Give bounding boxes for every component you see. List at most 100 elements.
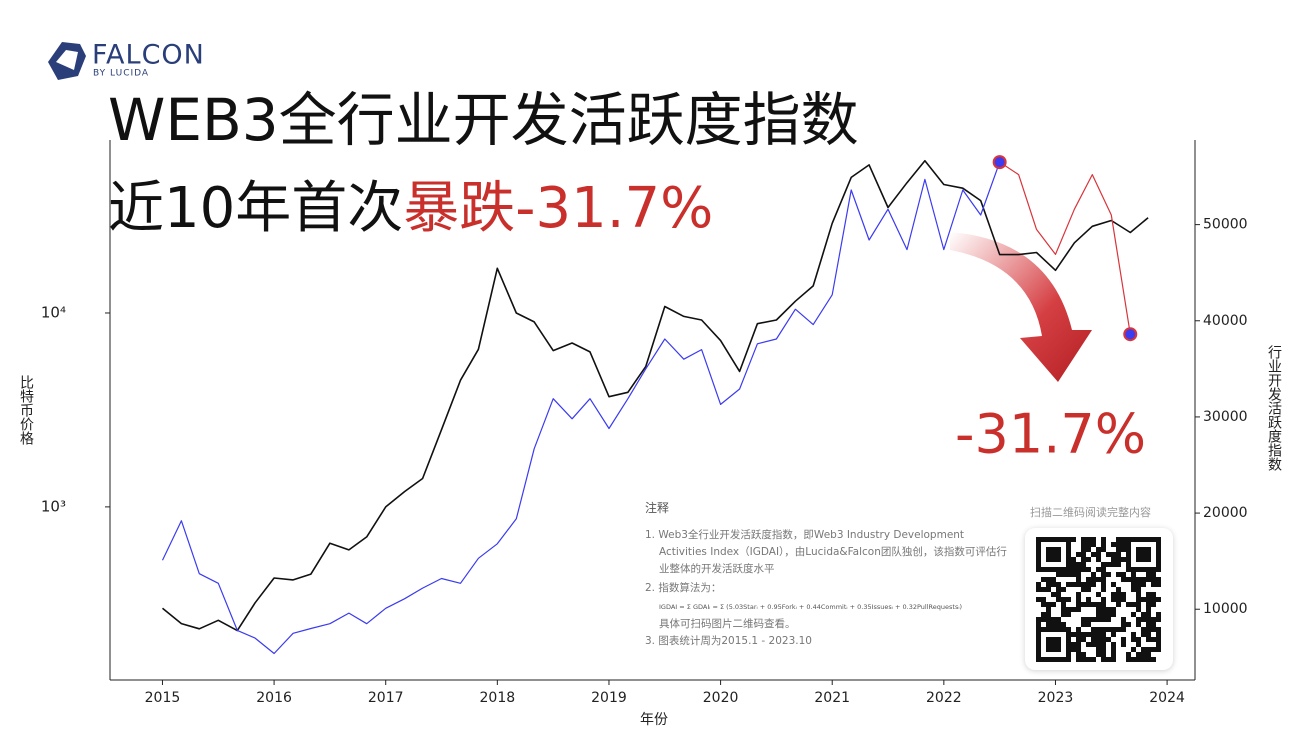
qr-cell xyxy=(1126,577,1131,582)
x-tick-label: 2021 xyxy=(814,690,850,706)
highlight-point xyxy=(1123,327,1138,342)
qr-cell xyxy=(1106,607,1111,612)
qr-cell xyxy=(1091,632,1096,637)
qr-cell xyxy=(1096,547,1101,552)
qr-cell xyxy=(1071,647,1076,652)
qr-cell xyxy=(1086,547,1091,552)
qr-cell xyxy=(1136,642,1141,647)
qr-cell xyxy=(1051,592,1056,597)
qr-cell xyxy=(1046,602,1051,607)
qr-cell xyxy=(1086,642,1091,647)
qr-cell xyxy=(1071,572,1076,577)
qr-cell xyxy=(1146,632,1151,637)
qr-cell xyxy=(1151,577,1156,582)
note-item: 3. 图表统计周为2015.1 - 2023.10 xyxy=(645,635,812,647)
qr-cell xyxy=(1061,612,1066,617)
qr-cell xyxy=(1046,582,1051,587)
qr-cell xyxy=(1076,597,1081,602)
qr-cell xyxy=(1131,647,1136,652)
qr-cell xyxy=(1111,552,1116,557)
qr-cell xyxy=(1151,647,1156,652)
qr-cell xyxy=(1081,537,1086,542)
qr-cell xyxy=(1146,647,1151,652)
qr-cell xyxy=(1046,577,1051,582)
qr-cell xyxy=(1156,627,1161,632)
qr-cell xyxy=(1096,637,1101,642)
qr-cell xyxy=(1076,642,1081,647)
qr-cell xyxy=(1051,617,1056,622)
qr-cell xyxy=(1141,582,1146,587)
qr-cell xyxy=(1131,582,1136,587)
qr-cell xyxy=(1081,542,1086,547)
qr-cell xyxy=(1086,557,1091,562)
qr-cell xyxy=(1121,537,1126,542)
qr-cell xyxy=(1096,567,1101,572)
qr-cell xyxy=(1136,587,1141,592)
qr-cell xyxy=(1131,637,1136,642)
qr-cell xyxy=(1061,622,1066,627)
qr-cell xyxy=(1121,637,1126,642)
qr-cell xyxy=(1096,577,1101,582)
qr-cell xyxy=(1076,652,1081,657)
qr-cell xyxy=(1101,562,1106,567)
qr-cell xyxy=(1071,567,1076,572)
qr-cell xyxy=(1116,587,1121,592)
qr-cell xyxy=(1096,632,1101,637)
qr-cell xyxy=(1156,637,1161,642)
qr-cell xyxy=(1146,597,1151,602)
qr-cell xyxy=(1146,572,1151,577)
qr-cell xyxy=(1101,627,1106,632)
qr-cell xyxy=(1101,537,1106,542)
qr-cell xyxy=(1151,592,1156,597)
qr-finder xyxy=(1036,537,1071,572)
qr-cell xyxy=(1086,537,1091,542)
qr-cell xyxy=(1106,617,1111,622)
qr-cell xyxy=(1071,632,1076,637)
qr-cell xyxy=(1061,607,1066,612)
x-tick-label: 2019 xyxy=(591,690,627,706)
qr-cell xyxy=(1066,597,1071,602)
qr-cell xyxy=(1106,627,1111,632)
qr-cell xyxy=(1111,582,1116,587)
qr-cell xyxy=(1151,657,1156,662)
qr-cell xyxy=(1141,632,1146,637)
x-tick-label: 2023 xyxy=(1038,690,1074,706)
qr-cell xyxy=(1081,547,1086,552)
qr-cell xyxy=(1071,607,1076,612)
qr-cell xyxy=(1141,657,1146,662)
qr-cell xyxy=(1101,547,1106,552)
qr-cell xyxy=(1121,557,1126,562)
qr-cell xyxy=(1136,602,1141,607)
qr-cell xyxy=(1081,582,1086,587)
qr-cell xyxy=(1111,632,1116,637)
qr-cell xyxy=(1076,577,1081,582)
qr-cell xyxy=(1156,647,1161,652)
qr-finder xyxy=(1136,547,1151,562)
qr-cell xyxy=(1096,612,1101,617)
qr-cell xyxy=(1076,627,1081,632)
qr-cell xyxy=(1061,602,1066,607)
qr-cell xyxy=(1086,542,1091,547)
qr-finder xyxy=(1036,627,1071,662)
qr-cell xyxy=(1141,647,1146,652)
qr-cell xyxy=(1096,627,1101,632)
qr-cell xyxy=(1121,572,1126,577)
qr-cell xyxy=(1106,552,1111,557)
qr-code xyxy=(1036,537,1161,662)
qr-cell xyxy=(1101,657,1106,662)
qr-cell xyxy=(1091,582,1096,587)
y-tick-label: 10⁴ xyxy=(41,303,66,321)
qr-cell xyxy=(1041,612,1046,617)
qr-cell xyxy=(1041,577,1046,582)
qr-cell xyxy=(1121,627,1126,632)
qr-cell xyxy=(1056,592,1061,597)
qr-cell xyxy=(1091,627,1096,632)
qr-cell xyxy=(1136,622,1141,627)
qr-cell xyxy=(1126,652,1131,657)
qr-cell xyxy=(1131,632,1136,637)
qr-cell xyxy=(1146,652,1151,657)
qr-cell xyxy=(1141,652,1146,657)
note-item: 1. Web3全行业开发活跃度指数，即Web3 Industry Develop… xyxy=(645,529,1007,575)
qr-cell xyxy=(1146,637,1151,642)
qr-cell xyxy=(1151,627,1156,632)
